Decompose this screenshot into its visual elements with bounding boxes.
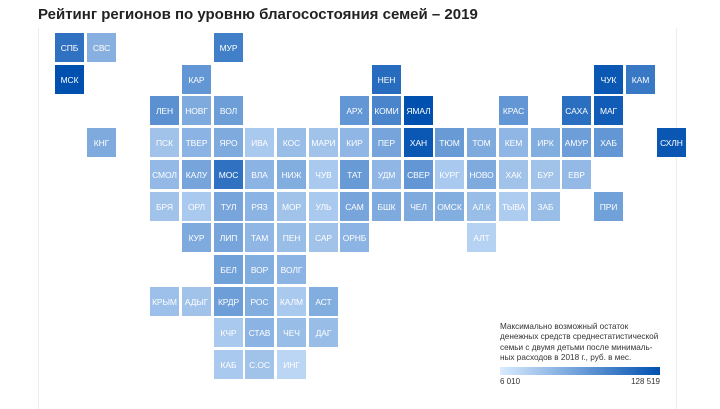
region-tile[interactable]: КУРГ <box>435 160 464 189</box>
region-tile[interactable]: КНГ <box>87 128 116 157</box>
region-tile[interactable]: КОС <box>277 128 306 157</box>
region-tile[interactable]: МСК <box>55 65 84 94</box>
region-tile[interactable]: АСТ <box>309 287 338 316</box>
region-tile[interactable]: СТАВ <box>245 318 274 347</box>
legend-min-label: 6 010 <box>500 376 521 386</box>
region-tile[interactable]: СВС <box>87 33 116 62</box>
region-tile[interactable]: НИЖ <box>277 160 306 189</box>
region-tile[interactable]: СМОЛ <box>150 160 179 189</box>
region-tile[interactable]: САМ <box>340 192 369 221</box>
region-tile[interactable]: ЧЕЛ <box>404 192 433 221</box>
region-tile[interactable]: ЗАБ <box>531 192 560 221</box>
region-tile[interactable]: ОМСК <box>435 192 464 221</box>
region-tile[interactable]: ЛИП <box>214 223 243 252</box>
region-tile[interactable]: ХАК <box>499 160 528 189</box>
region-tile[interactable]: ЯРО <box>214 128 243 157</box>
region-tile[interactable]: ОРЛ <box>182 192 211 221</box>
region-tile[interactable]: АРХ <box>340 96 369 125</box>
region-tile[interactable]: КАР <box>182 65 211 94</box>
region-tile[interactable]: ХАБ <box>594 128 623 157</box>
region-tile[interactable]: КОМИ <box>372 96 401 125</box>
region-tile[interactable]: КАМ <box>626 65 655 94</box>
region-tile[interactable]: МОР <box>277 192 306 221</box>
region-tile[interactable]: ТЫВА <box>499 192 528 221</box>
region-tile[interactable]: ПРИ <box>594 192 623 221</box>
legend-color-scale <box>500 366 660 375</box>
region-tile[interactable]: САХА <box>562 96 591 125</box>
region-tile[interactable]: ТАМ <box>245 223 274 252</box>
region-tile[interactable]: БУР <box>531 160 560 189</box>
region-tile[interactable]: МАРИ <box>309 128 338 157</box>
region-tile[interactable]: ЯМАЛ <box>404 96 433 125</box>
region-tile[interactable]: УЛЬ <box>309 192 338 221</box>
region-tile[interactable]: ТВЕР <box>182 128 211 157</box>
region-tile[interactable]: СХЛН <box>657 128 686 157</box>
region-tile[interactable]: СВЕР <box>404 160 433 189</box>
region-tile[interactable]: АДЫГ <box>182 287 211 316</box>
region-tile[interactable]: ВОР <box>245 255 274 284</box>
region-tile[interactable]: КУР <box>182 223 211 252</box>
region-tile[interactable]: ПЕН <box>277 223 306 252</box>
map-frame <box>38 28 677 409</box>
region-tile[interactable]: КРДР <box>214 287 243 316</box>
region-tile[interactable]: ПСК <box>150 128 179 157</box>
region-tile[interactable]: ТАТ <box>340 160 369 189</box>
region-tile[interactable]: МОС <box>214 160 243 189</box>
region-tile[interactable]: ПЕР <box>372 128 401 157</box>
region-tile[interactable]: ЧЕЧ <box>277 318 306 347</box>
region-tile[interactable]: ОРНБ <box>340 223 369 252</box>
region-tile[interactable]: ИВА <box>245 128 274 157</box>
region-tile[interactable]: КЕМ <box>499 128 528 157</box>
region-tile[interactable]: МАГ <box>594 96 623 125</box>
region-tile[interactable]: АЛТ <box>467 223 496 252</box>
region-tile[interactable]: ТЮМ <box>435 128 464 157</box>
region-tile[interactable]: ЛЕН <box>150 96 179 125</box>
region-tile[interactable]: САР <box>309 223 338 252</box>
region-tile[interactable]: ВОЛГ <box>277 255 306 284</box>
region-tile[interactable]: ВОЛ <box>214 96 243 125</box>
region-tile[interactable]: РЯЗ <box>245 192 274 221</box>
region-tile[interactable]: БРЯ <box>150 192 179 221</box>
region-tile[interactable]: СПБ <box>55 33 84 62</box>
region-tile[interactable]: ЕВР <box>562 160 591 189</box>
region-tile[interactable]: ЧУВ <box>309 160 338 189</box>
region-tile[interactable]: КАБ <box>214 350 243 379</box>
region-tile[interactable]: ТУЛ <box>214 192 243 221</box>
region-tile[interactable]: АМУР <box>562 128 591 157</box>
region-tile[interactable]: КРАС <box>499 96 528 125</box>
region-tile[interactable]: КАЛУ <box>182 160 211 189</box>
chart-title: Рейтинг регионов по уровню благосостояни… <box>38 6 478 23</box>
region-tile[interactable]: АЛ.К <box>467 192 496 221</box>
region-tile[interactable]: КРЫМ <box>150 287 179 316</box>
region-tile[interactable]: ИНГ <box>277 350 306 379</box>
region-tile[interactable]: УДМ <box>372 160 401 189</box>
legend: Максимально возможный остаток денежных с… <box>500 322 660 389</box>
region-tile[interactable]: МУР <box>214 33 243 62</box>
region-tile[interactable]: КИР <box>340 128 369 157</box>
legend-labels: 6 010 128 519 <box>500 377 660 389</box>
region-tile[interactable]: БЕЛ <box>214 255 243 284</box>
region-tile[interactable]: КЧР <box>214 318 243 347</box>
region-tile[interactable]: ВЛА <box>245 160 274 189</box>
region-tile[interactable]: КАЛМ <box>277 287 306 316</box>
legend-description: Максимально возможный остаток денежных с… <box>500 322 659 363</box>
region-tile[interactable]: РОС <box>245 287 274 316</box>
legend-max-label: 128 519 <box>631 376 660 386</box>
region-tile[interactable]: ИРК <box>531 128 560 157</box>
region-tile[interactable]: ТОМ <box>467 128 496 157</box>
region-tile[interactable]: БШК <box>372 192 401 221</box>
region-tile[interactable]: ДАГ <box>309 318 338 347</box>
region-tile[interactable]: НЕН <box>372 65 401 94</box>
region-tile[interactable]: НОВГ <box>182 96 211 125</box>
region-tile[interactable]: С.ОС <box>245 350 274 379</box>
region-tile[interactable]: ЧУК <box>594 65 623 94</box>
region-tile[interactable]: НОВО <box>467 160 496 189</box>
region-tile[interactable]: ХАН <box>404 128 433 157</box>
